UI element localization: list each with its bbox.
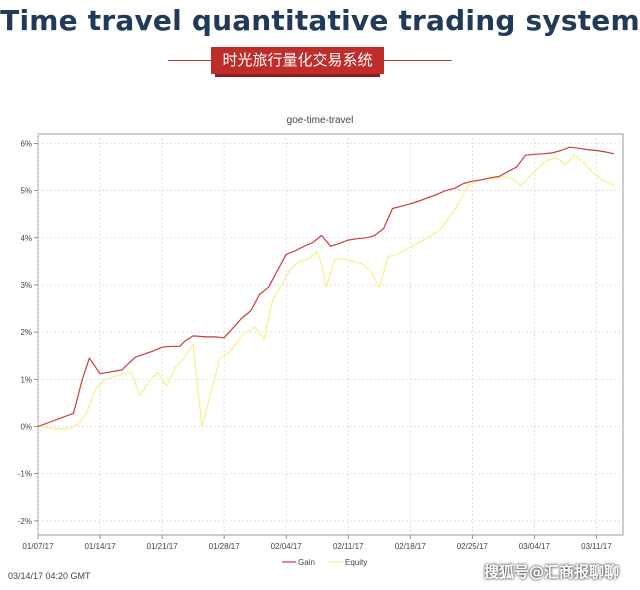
x-tick-label: 03/11/17	[581, 542, 612, 551]
banner-right-rule	[384, 60, 452, 61]
headline-title: Time travel quantitative trading system	[0, 4, 640, 37]
x-tick-label: 01/28/17	[209, 542, 241, 551]
equity-series-line	[37, 154, 615, 430]
x-tick-label: 01/21/17	[147, 542, 179, 551]
banner-left-rule	[168, 60, 211, 61]
x-tick-label: 02/18/17	[395, 542, 427, 551]
x-axis-ticks: 01/07/17 01/14/17 01/21/17 01/28/17 02/04/17…	[22, 535, 612, 551]
grid	[37, 134, 623, 535]
x-tick-label: 01/14/17	[84, 542, 116, 551]
gain-series-line	[37, 146, 615, 428]
subtitle-banner: 时光旅行量化交易系统	[211, 47, 384, 74]
x-tick-label: 01/07/17	[22, 542, 54, 551]
y-tick-label: 3%	[20, 281, 32, 290]
y-tick-label: 0%	[20, 422, 32, 431]
y-tick-label: 2%	[20, 328, 32, 337]
legend-gain-label: Gain	[298, 558, 315, 567]
legend-equity-label: Equity	[345, 558, 367, 567]
watermark: 搜狐号@汇商报聊聊	[484, 563, 620, 581]
footer-timestamp: 03/14/17 04:20 GMT	[8, 571, 91, 581]
y-tick-label: 5%	[20, 187, 32, 196]
x-tick-label: 02/25/17	[457, 542, 489, 551]
y-tick-label: 1%	[20, 375, 32, 384]
legend: Gain Equity	[282, 558, 367, 567]
plot-frame	[37, 133, 624, 536]
banner-shadow	[215, 74, 380, 77]
y-tick-label: -1%	[18, 470, 32, 479]
y-tick-label: 4%	[20, 234, 32, 243]
x-tick-label: 03/04/17	[519, 542, 551, 551]
series-group	[37, 146, 615, 430]
y-axis-ticks: -2% -1% 0% 1% 2% 3% 4% 5% 6%	[18, 139, 38, 526]
chart-title: goe-time-travel	[287, 115, 354, 126]
x-tick-label: 02/11/17	[333, 542, 364, 551]
y-tick-label: -2%	[18, 517, 32, 526]
x-tick-label: 02/04/17	[271, 542, 303, 551]
y-tick-label: 6%	[20, 139, 32, 148]
